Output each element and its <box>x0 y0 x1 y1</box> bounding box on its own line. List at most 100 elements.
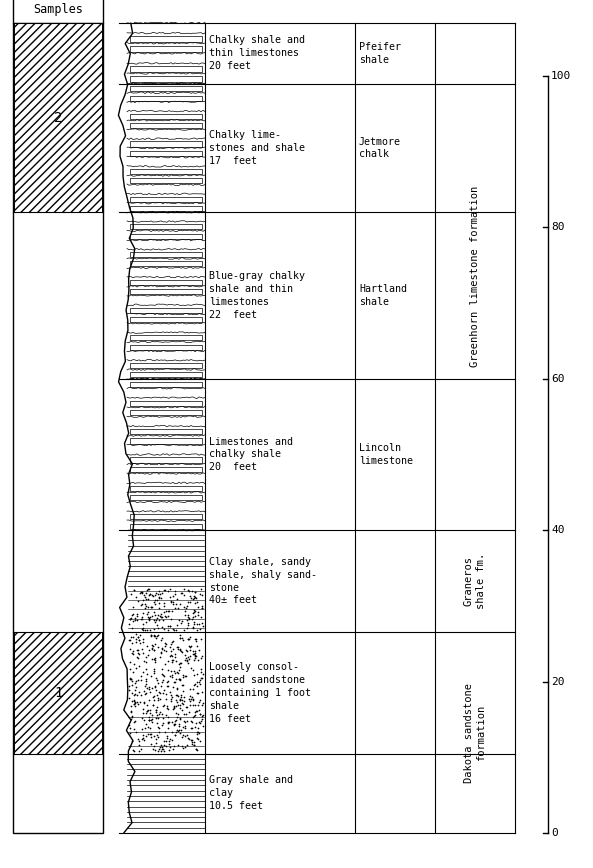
Point <box>151 655 160 669</box>
Point <box>168 742 177 756</box>
Point <box>146 669 156 683</box>
Point <box>135 647 144 661</box>
Point <box>178 670 188 684</box>
Point <box>141 687 151 700</box>
Point <box>158 716 168 730</box>
Point <box>178 634 188 648</box>
Point <box>168 595 178 609</box>
Point <box>151 683 161 697</box>
Point <box>167 648 176 661</box>
Point <box>157 740 167 754</box>
Point <box>193 623 202 637</box>
Point <box>133 607 142 621</box>
Point <box>138 727 148 741</box>
Point <box>188 693 197 707</box>
Point <box>190 720 200 734</box>
Point <box>181 707 191 720</box>
Point <box>193 725 203 739</box>
Point <box>146 600 155 614</box>
Point <box>144 703 153 717</box>
Bar <box>130 224 202 229</box>
Bar <box>130 345 202 350</box>
Point <box>190 604 200 618</box>
Point <box>177 645 187 659</box>
Point <box>188 644 197 658</box>
Point <box>142 582 151 596</box>
Point <box>180 600 189 614</box>
Point <box>141 672 151 686</box>
Text: 60: 60 <box>551 374 565 384</box>
Point <box>148 601 157 615</box>
Point <box>180 669 189 683</box>
Bar <box>13 0 103 23</box>
Point <box>151 743 160 757</box>
Point <box>128 743 138 757</box>
Point <box>160 639 170 653</box>
Point <box>151 597 160 611</box>
Point <box>155 692 165 706</box>
Point <box>159 683 168 697</box>
Point <box>132 680 141 694</box>
Point <box>132 642 142 656</box>
Point <box>183 713 192 727</box>
Bar <box>130 289 202 294</box>
Bar <box>130 523 202 529</box>
Point <box>184 613 194 627</box>
Point <box>125 679 134 693</box>
Point <box>166 664 176 678</box>
Point <box>192 725 202 739</box>
Text: Jetmore
chalk: Jetmore chalk <box>359 136 401 160</box>
Point <box>147 639 157 653</box>
Point <box>163 715 173 729</box>
Point <box>161 645 171 659</box>
Bar <box>130 279 202 285</box>
Point <box>173 601 183 615</box>
Point <box>157 661 167 675</box>
Point <box>181 740 190 753</box>
Point <box>175 657 184 671</box>
Point <box>189 589 199 602</box>
Point <box>128 643 138 657</box>
Point <box>145 710 154 724</box>
Point <box>156 706 165 720</box>
Point <box>128 648 138 661</box>
Point <box>127 686 137 700</box>
Point <box>148 698 157 712</box>
Point <box>183 608 193 621</box>
Point <box>154 692 163 706</box>
Point <box>155 650 164 664</box>
Point <box>177 696 187 710</box>
Point <box>149 605 159 619</box>
Point <box>187 714 196 728</box>
Point <box>160 583 169 597</box>
Bar <box>130 514 202 519</box>
Point <box>184 652 194 666</box>
Point <box>164 608 173 622</box>
Point <box>142 655 151 669</box>
Point <box>170 623 179 637</box>
Point <box>177 694 187 707</box>
Bar <box>14 23 102 213</box>
Point <box>133 646 142 660</box>
Point <box>150 681 160 694</box>
Point <box>195 707 205 720</box>
Text: Greenhorn limestone formation: Greenhorn limestone formation <box>470 186 480 367</box>
Point <box>173 710 182 724</box>
Point <box>152 703 161 717</box>
Point <box>176 690 185 704</box>
Text: Chalky shale and
thin limestones
20 feet: Chalky shale and thin limestones 20 feet <box>209 36 305 71</box>
Point <box>165 685 175 699</box>
Point <box>149 652 159 666</box>
Point <box>152 700 162 713</box>
Point <box>141 650 151 664</box>
Point <box>173 724 182 738</box>
Point <box>129 715 139 729</box>
Point <box>157 642 167 656</box>
Point <box>165 619 174 633</box>
Point <box>184 733 193 746</box>
Point <box>196 582 206 595</box>
Point <box>154 584 163 598</box>
Point <box>167 733 177 746</box>
Point <box>167 671 177 685</box>
Point <box>171 707 181 720</box>
